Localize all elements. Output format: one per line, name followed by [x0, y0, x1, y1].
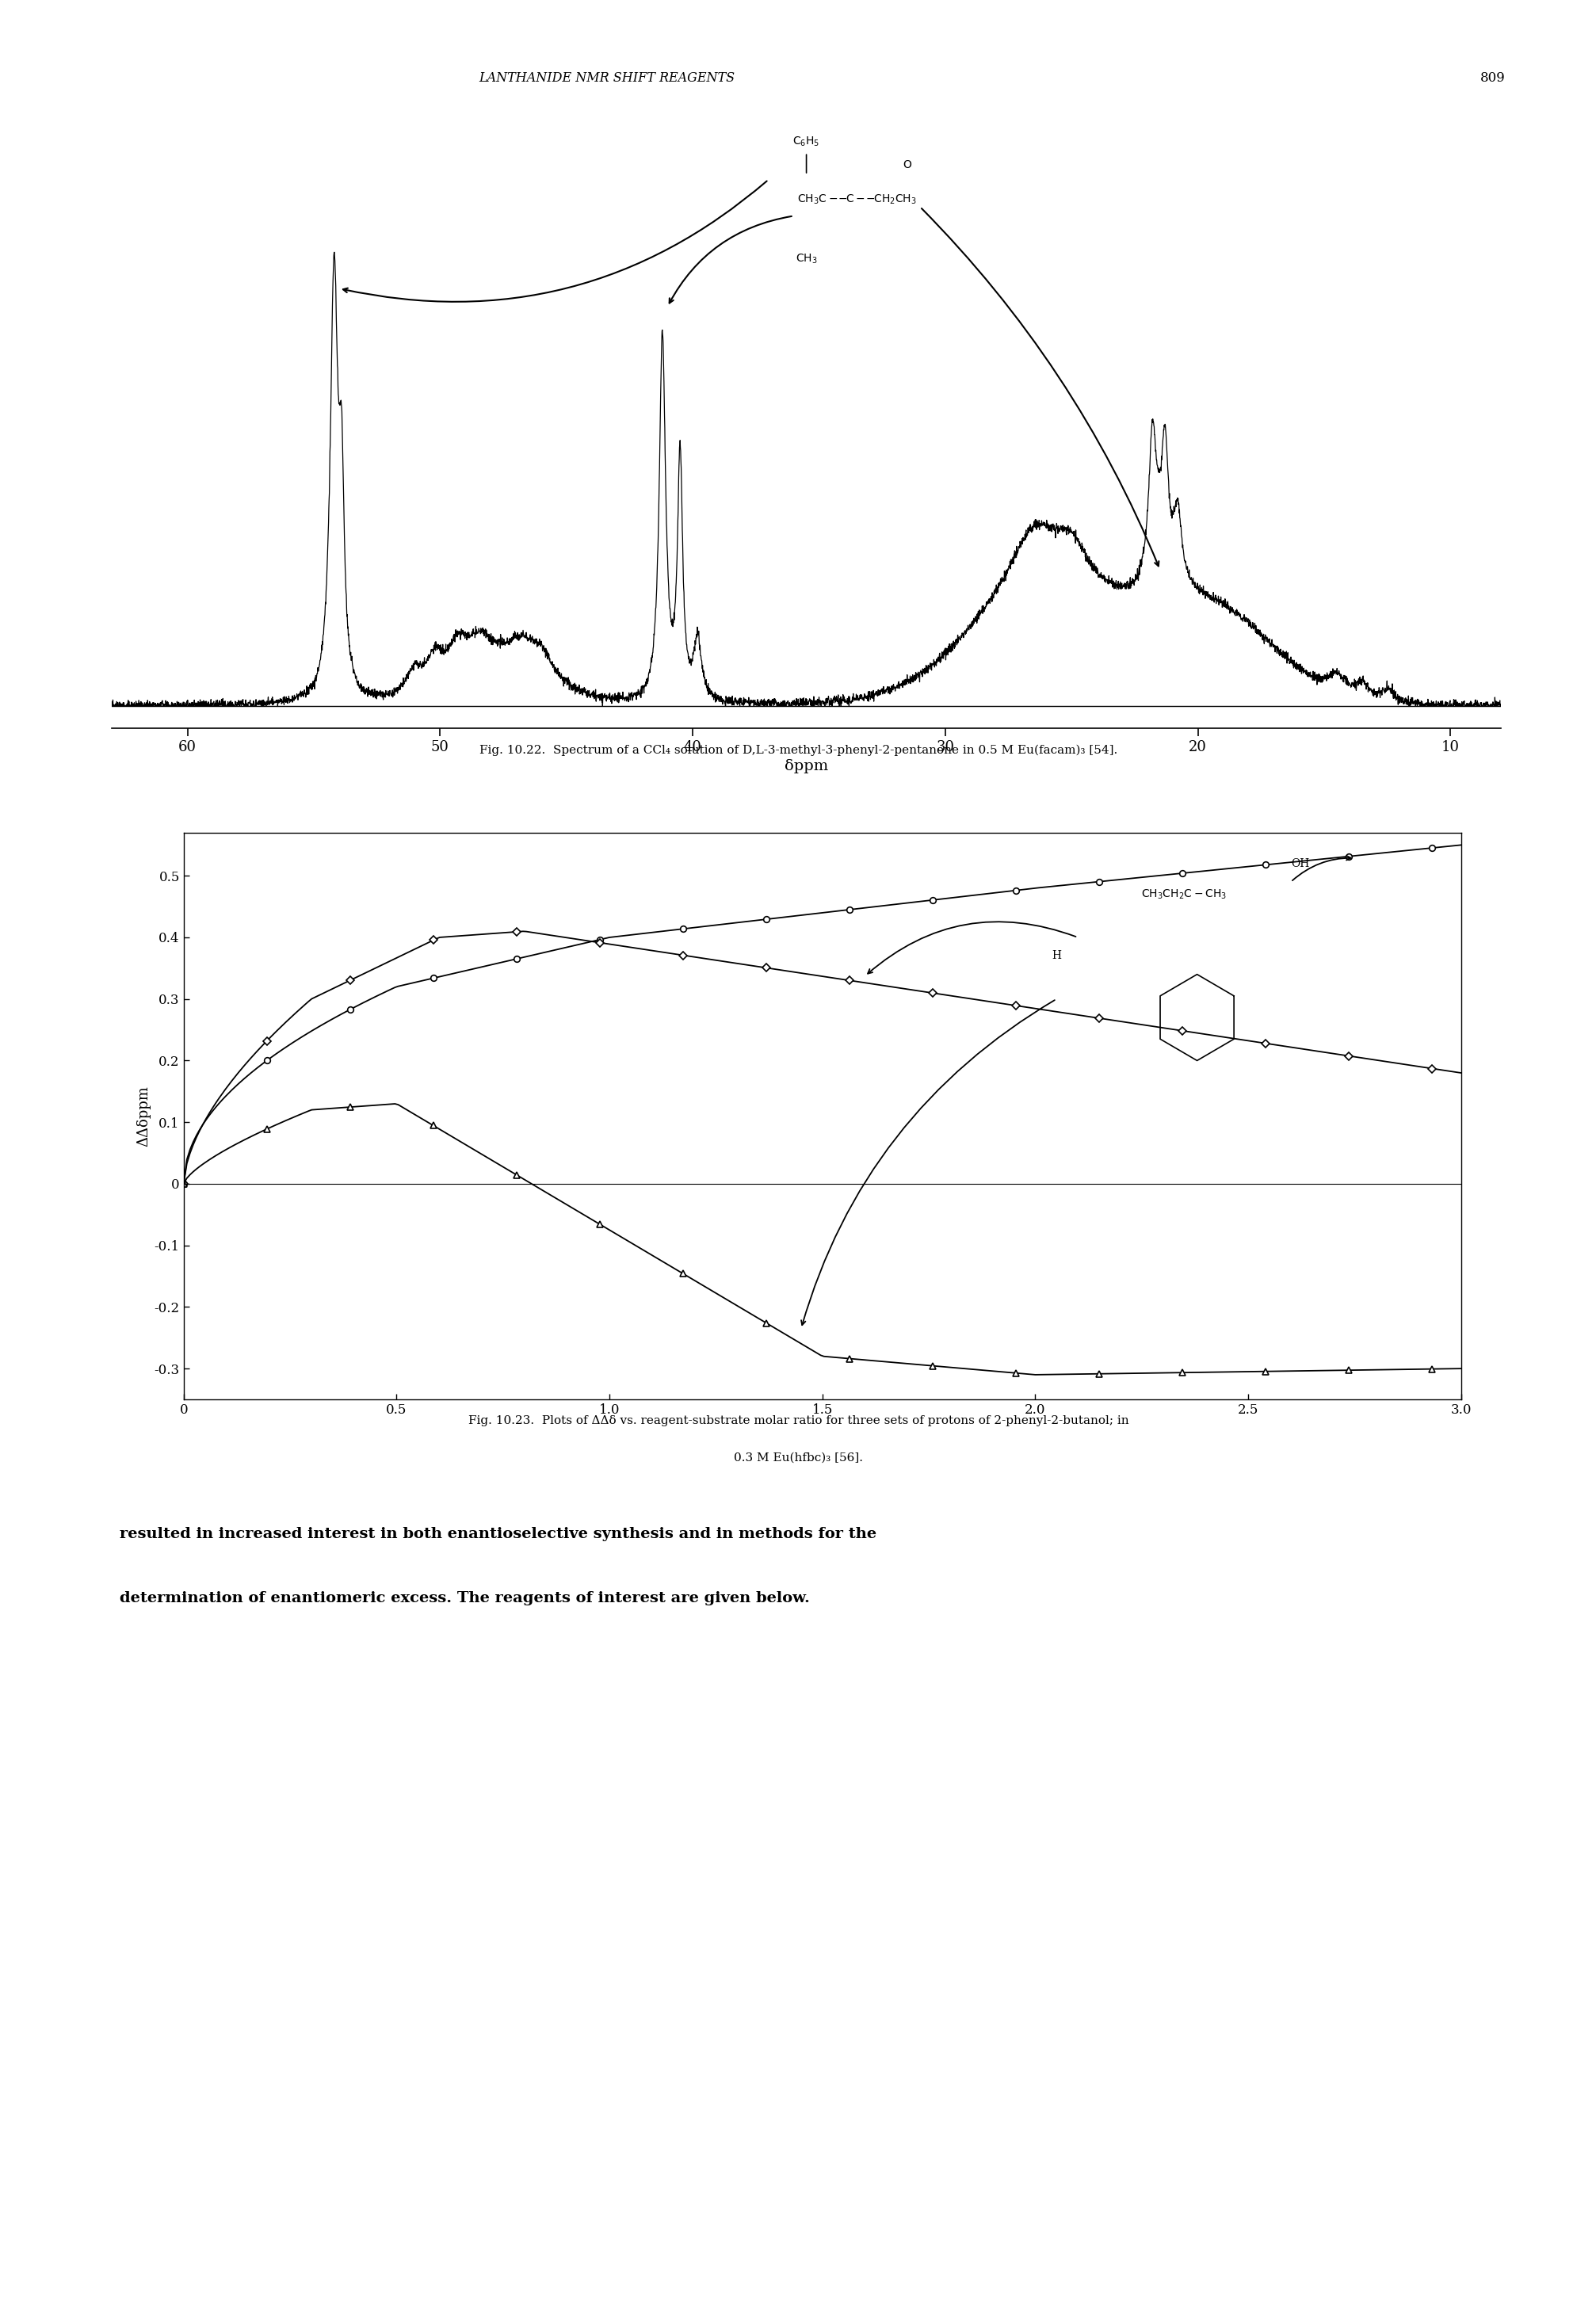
X-axis label: δppm: δppm: [784, 759, 828, 773]
Text: Fig. 10.23.  Plots of ΔΔδ vs. reagent-substrate molar ratio for three sets of pr: Fig. 10.23. Plots of ΔΔδ vs. reagent-sub…: [468, 1416, 1128, 1427]
Text: $\mathrm{CH_3C-\!\!-\!\!C-\!\!-\!\!CH_2CH_3}$: $\mathrm{CH_3C-\!\!-\!\!C-\!\!-\!\!CH_2C…: [796, 194, 916, 206]
Text: $\mathrm{C_6H_5}$: $\mathrm{C_6H_5}$: [792, 134, 820, 148]
Text: $\mathrm{O}$: $\mathrm{O}$: [902, 160, 911, 171]
Text: $\mathrm{CH_3}$: $\mathrm{CH_3}$: [795, 252, 817, 266]
Text: H: H: [1052, 951, 1061, 962]
Y-axis label: ΔΔδppm: ΔΔδppm: [137, 1085, 152, 1147]
Text: 0.3 M Eu(hfbc)₃ [56].: 0.3 M Eu(hfbc)₃ [56].: [734, 1453, 862, 1464]
Text: LANTHANIDE NMR SHIFT REAGENTS: LANTHANIDE NMR SHIFT REAGENTS: [479, 72, 734, 86]
Text: Fig. 10.22.  Spectrum of a CCl₄ solution of D,L-3-methyl-3-phenyl-2-pentanone in: Fig. 10.22. Spectrum of a CCl₄ solution …: [479, 745, 1117, 756]
Text: determination of enantiomeric excess. The reagents of interest are given below.: determination of enantiomeric excess. Th…: [120, 1591, 809, 1605]
Text: OH: OH: [1290, 858, 1309, 870]
Text: $\mathrm{CH_3CH_2C-CH_3}$: $\mathrm{CH_3CH_2C-CH_3}$: [1141, 888, 1226, 900]
Text: 809: 809: [1479, 72, 1505, 86]
Text: resulted in increased interest in both enantioselective synthesis and in methods: resulted in increased interest in both e…: [120, 1527, 876, 1540]
